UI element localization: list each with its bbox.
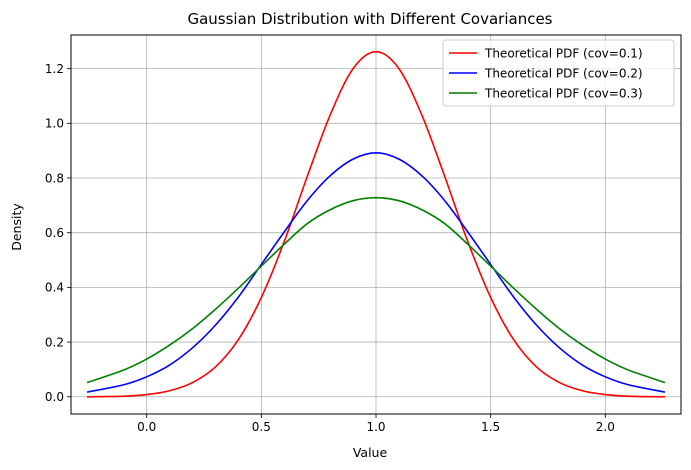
x-axis-label: Value — [353, 445, 388, 460]
legend-label: Theoretical PDF (cov=0.3) — [484, 87, 643, 101]
x-tick-label: 2.0 — [596, 420, 615, 434]
chart-title: Gaussian Distribution with Different Cov… — [187, 10, 552, 28]
plot-lines — [86, 50, 666, 398]
legend-box — [442, 39, 675, 107]
y-tick-label: 0.6 — [45, 226, 64, 240]
x-tick-label: 1.5 — [481, 420, 500, 434]
series-line-3 — [86, 196, 666, 384]
y-axis-label: Density — [9, 203, 24, 251]
y-tick-label: 1.2 — [45, 62, 64, 76]
series-line-1 — [87, 50, 665, 398]
legend-label: Theoretical PDF (cov=0.1) — [484, 47, 643, 61]
legend: Theoretical PDF (cov=0.1) Theoretical PDF… — [442, 39, 675, 107]
x-tick-label: 0.5 — [252, 420, 271, 434]
legend-label: Theoretical PDF (cov=0.2) — [484, 67, 643, 81]
series-line-2 — [86, 152, 666, 393]
x-tick-label: 0.0 — [137, 420, 156, 434]
axis-ticks: 0.0 0.5 1.0 1.5 2.0 0.0 0.2 0.4 0.6 0.8 1.0 1.2 — [45, 62, 615, 434]
y-tick-label: 0.4 — [45, 281, 64, 295]
y-tick-label: 1.0 — [45, 117, 64, 131]
y-tick-label: 0.8 — [45, 171, 64, 185]
y-tick-label: 0.0 — [45, 390, 64, 404]
y-tick-label: 0.2 — [45, 335, 64, 349]
x-tick-label: 1.0 — [366, 420, 385, 434]
